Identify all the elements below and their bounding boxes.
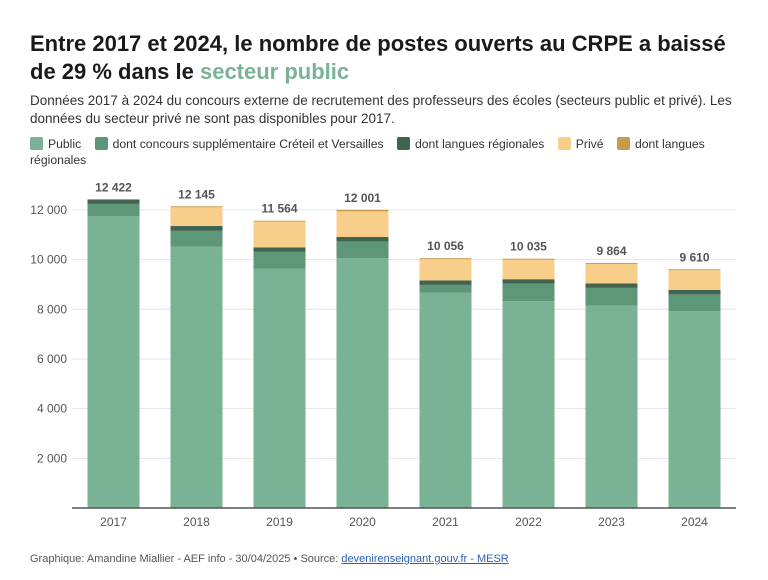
- bar-segment: [585, 263, 638, 284]
- total-label: 12 001: [344, 191, 381, 205]
- total-label: 9 864: [596, 244, 626, 258]
- bar-segment: [585, 305, 638, 508]
- bar-segment: [419, 259, 472, 281]
- chart-subtitle: Données 2017 à 2024 du concours externe …: [30, 93, 732, 126]
- bar-segment: [170, 206, 223, 208]
- legend-label-public: Public: [48, 137, 82, 151]
- bar-segment: [336, 258, 389, 508]
- x-tick-label: 2020: [349, 515, 376, 529]
- bar-segment: [668, 289, 721, 295]
- legend-label-langues-regionales-prive: dont langues régionales: [30, 137, 705, 167]
- footer-credit: Graphique: Amandine Miallier - AEF info …: [30, 553, 342, 565]
- legend-label-langues-regionales-public: dont langues régionales: [414, 137, 545, 151]
- chart-title-text: Entre 2017 et 2024, le nombre de postes …: [30, 31, 726, 84]
- total-label: 10 035: [510, 240, 547, 254]
- bar-segment: [253, 221, 306, 248]
- legend-item-concours-supplementaire[interactable]: dont concours supplémentaire Créteil et …: [94, 137, 384, 151]
- x-tick-label: 2021: [432, 515, 459, 529]
- bar-segment: [585, 262, 638, 264]
- bar-segment: [502, 301, 555, 508]
- legend-swatch-concours-supplementaire: [94, 137, 108, 150]
- y-tick-label: 12 000: [30, 203, 67, 217]
- legend-item-public[interactable]: Public: [30, 137, 81, 151]
- bar-segment: [419, 284, 472, 293]
- total-label: 9 610: [679, 250, 709, 264]
- total-label: 10 056: [427, 239, 464, 253]
- bar-segment: [502, 258, 555, 260]
- bar-segment: [585, 287, 638, 306]
- x-tick-label: 2022: [515, 515, 542, 529]
- chart-title: Entre 2017 et 2024, le nombre de postes …: [30, 30, 730, 86]
- bar-segment: [253, 247, 306, 252]
- bar-segment: [502, 283, 555, 302]
- source-link[interactable]: devenirenseignant.gouv.fr - MESR: [341, 553, 509, 565]
- legend-swatch-public: [30, 137, 43, 150]
- y-tick-label: 10 000: [30, 253, 67, 267]
- bar-segment: [419, 258, 472, 260]
- x-tick-label: 2018: [183, 515, 210, 529]
- bar-segment: [336, 209, 389, 212]
- legend-swatch-prive: [557, 137, 571, 150]
- legend-item-langues-regionales-prive[interactable]: dont langues régionales: [30, 137, 705, 167]
- bar-segment: [170, 246, 223, 509]
- bar-segment: [87, 199, 140, 204]
- legend-label-prive: Privé: [575, 137, 604, 151]
- bar-segment: [336, 236, 389, 242]
- bar-segment: [87, 216, 140, 508]
- y-tick-label: 4 000: [37, 402, 67, 416]
- total-label: 11 564: [261, 202, 297, 216]
- bar-segment: [419, 280, 472, 285]
- total-label: 12 422: [95, 180, 132, 194]
- bar-segment: [336, 211, 389, 237]
- bar-segment: [419, 292, 472, 508]
- bar-segment: [170, 226, 223, 231]
- bar-segment: [668, 270, 721, 290]
- bar-segment: [87, 203, 140, 217]
- bar-segment: [253, 268, 306, 508]
- bar-segment: [253, 251, 306, 269]
- bar-segment: [170, 207, 223, 227]
- chart-title-highlight: secteur public: [199, 59, 350, 84]
- legend-swatch-langues-regionales-public: [396, 137, 410, 150]
- y-tick-label: 2 000: [37, 451, 67, 465]
- bar-segment: [502, 259, 555, 280]
- x-tick-label: 2023: [598, 515, 625, 529]
- bar-segment: [336, 241, 389, 259]
- chart-footer: Graphique: Amandine Miallier - AEF info …: [30, 553, 509, 565]
- x-tick-label: 2019: [266, 515, 293, 529]
- bar-segment: [585, 283, 638, 288]
- legend-item-prive[interactable]: Privé: [557, 137, 604, 151]
- chart-legend: Public dont concours supplémentaire Crét…: [30, 136, 750, 168]
- legend-swatch-langues-regionales-prive: [616, 137, 630, 150]
- bar-segment: [668, 311, 721, 508]
- x-tick-label: 2017: [100, 515, 127, 529]
- y-tick-label: 6 000: [37, 352, 67, 366]
- bar-segment: [253, 220, 306, 222]
- x-tick-label: 2024: [681, 515, 708, 529]
- bar-segment: [668, 294, 721, 312]
- bar-segment: [170, 230, 223, 247]
- legend-item-langues-regionales-public[interactable]: dont langues régionales: [396, 137, 545, 151]
- bar-segment: [502, 279, 555, 284]
- total-label: 12 145: [178, 187, 215, 201]
- bar-segment: [668, 269, 721, 271]
- y-tick-label: 8 000: [37, 302, 67, 316]
- legend-label-concours-supplementaire: dont concours supplémentaire Créteil et …: [112, 137, 384, 151]
